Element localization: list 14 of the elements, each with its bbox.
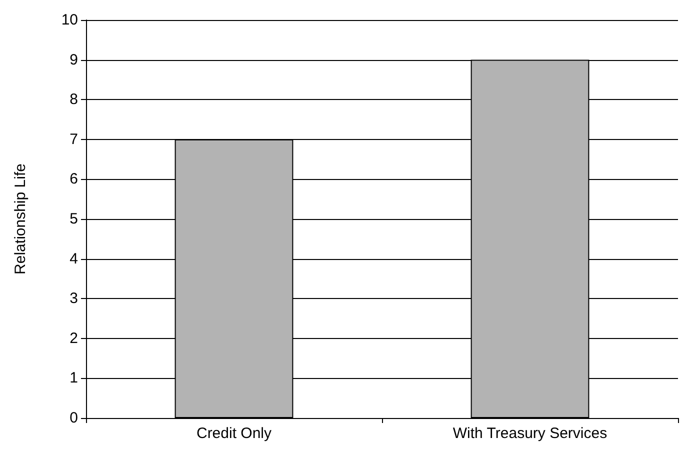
y-tick-label: 2 (70, 330, 78, 347)
y-tick-label: 9 (70, 51, 78, 68)
y-axis-title: Relationship Life (12, 164, 29, 274)
y-tick-label: 4 (70, 250, 78, 268)
y-tick-label: 10 (61, 12, 78, 28)
y-tick-label: 7 (70, 130, 78, 148)
y-tick-label: 8 (70, 91, 78, 108)
y-tick-label: 6 (70, 170, 78, 188)
y-tick-label: 1 (70, 370, 78, 387)
x-tick-label: Credit Only (196, 425, 272, 442)
y-tick-label: 5 (70, 210, 78, 228)
y-tick-label: 3 (70, 290, 78, 308)
y-tick-label: 0 (70, 410, 78, 426)
x-tick-label: With Treasury Services (452, 425, 608, 442)
